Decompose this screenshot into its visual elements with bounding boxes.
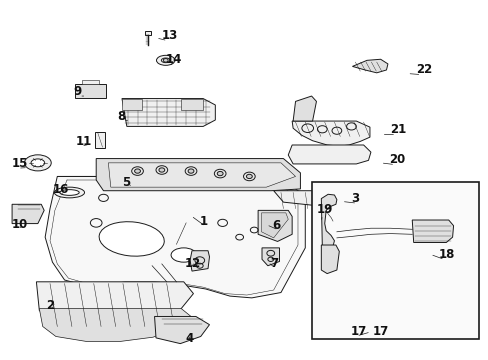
- Text: 2: 2: [46, 299, 54, 312]
- Text: 14: 14: [165, 53, 182, 66]
- Text: 21: 21: [389, 123, 406, 136]
- Text: 1: 1: [200, 215, 207, 228]
- Text: 16: 16: [52, 183, 69, 196]
- Text: 17: 17: [372, 325, 388, 338]
- Polygon shape: [181, 99, 203, 111]
- Ellipse shape: [99, 222, 164, 256]
- Text: 7: 7: [269, 257, 277, 270]
- Text: 8: 8: [117, 110, 125, 123]
- Polygon shape: [190, 251, 209, 271]
- Ellipse shape: [171, 248, 196, 262]
- Text: 15: 15: [12, 157, 28, 170]
- Circle shape: [217, 171, 223, 176]
- Circle shape: [163, 59, 168, 62]
- Ellipse shape: [24, 155, 51, 171]
- Text: 10: 10: [12, 218, 28, 231]
- Text: 5: 5: [122, 176, 130, 189]
- Text: 13: 13: [162, 30, 178, 42]
- Polygon shape: [292, 96, 316, 121]
- Polygon shape: [96, 158, 300, 191]
- Polygon shape: [122, 99, 215, 126]
- Ellipse shape: [31, 159, 44, 167]
- Polygon shape: [36, 282, 193, 329]
- Polygon shape: [95, 132, 105, 148]
- Bar: [311, 182, 478, 339]
- Polygon shape: [154, 316, 209, 343]
- Ellipse shape: [156, 55, 175, 65]
- Ellipse shape: [60, 190, 79, 195]
- Circle shape: [159, 168, 164, 172]
- Polygon shape: [122, 99, 142, 111]
- Circle shape: [134, 169, 140, 173]
- Polygon shape: [321, 194, 336, 249]
- Polygon shape: [262, 248, 279, 266]
- Text: 17: 17: [350, 325, 366, 338]
- Text: 19: 19: [316, 203, 332, 216]
- Circle shape: [188, 169, 194, 173]
- Polygon shape: [261, 213, 287, 238]
- Text: 3: 3: [351, 192, 359, 205]
- Text: 9: 9: [73, 85, 81, 98]
- Text: 6: 6: [272, 219, 281, 232]
- Text: 18: 18: [438, 248, 454, 261]
- Polygon shape: [287, 145, 370, 164]
- Polygon shape: [81, 80, 99, 84]
- Text: 20: 20: [388, 153, 405, 166]
- Polygon shape: [291, 121, 369, 146]
- Polygon shape: [12, 204, 44, 224]
- Polygon shape: [273, 191, 370, 210]
- Circle shape: [246, 174, 252, 179]
- Text: 11: 11: [75, 135, 91, 148]
- Ellipse shape: [54, 187, 84, 198]
- Polygon shape: [258, 210, 291, 242]
- Polygon shape: [352, 59, 387, 73]
- Ellipse shape: [161, 58, 170, 63]
- Polygon shape: [45, 176, 305, 298]
- Polygon shape: [411, 220, 453, 243]
- Polygon shape: [39, 309, 191, 342]
- Text: 22: 22: [415, 63, 431, 76]
- Polygon shape: [321, 245, 339, 274]
- Text: 4: 4: [185, 332, 193, 345]
- Polygon shape: [75, 84, 106, 98]
- Text: 12: 12: [185, 257, 201, 270]
- Polygon shape: [108, 163, 295, 187]
- Polygon shape: [144, 31, 151, 35]
